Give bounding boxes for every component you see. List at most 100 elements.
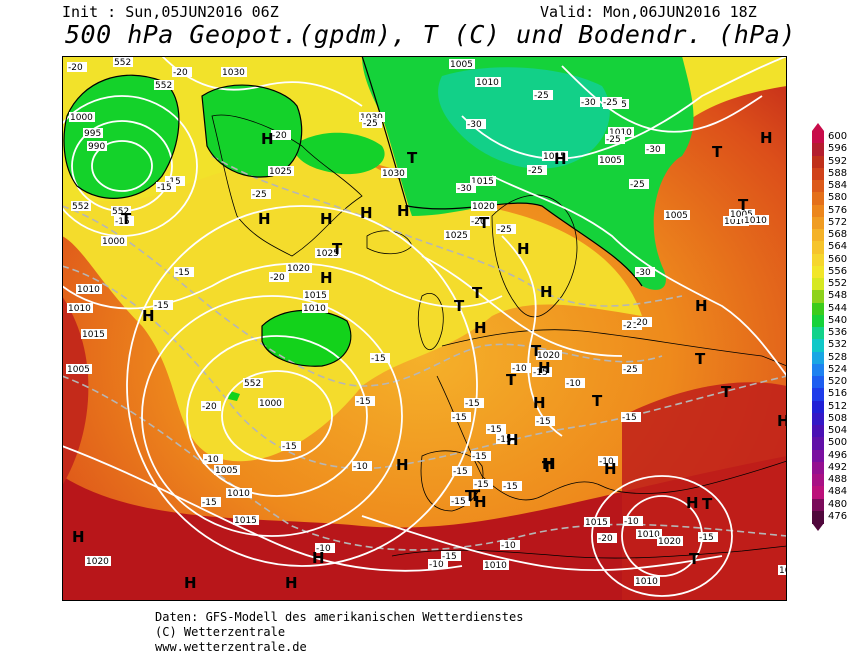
temperature-label: -10 <box>501 541 516 551</box>
temperature-label: -10 <box>566 379 581 389</box>
label-box <box>214 465 240 475</box>
temperature-label: -25 <box>528 166 543 176</box>
label-box <box>201 497 221 507</box>
colorbar-swatch <box>812 425 824 438</box>
pressure-system-marker: H <box>258 210 271 228</box>
pressure-system-marker: T <box>721 383 732 401</box>
colorbar-swatch <box>812 143 824 156</box>
colorbar-label: 532 <box>828 339 848 351</box>
cold-pool-north <box>292 132 385 175</box>
label-box <box>441 551 461 561</box>
label-box <box>85 556 111 566</box>
pressure-system-marker: H <box>474 493 487 511</box>
cold-core-arctic <box>438 67 610 169</box>
colorbar-swatch <box>812 474 824 487</box>
pressure-label: 1010 <box>637 530 660 540</box>
label-box <box>598 456 618 466</box>
colorbar-swatch <box>812 449 824 463</box>
pressure-label: 1000 <box>259 399 282 409</box>
pressure-label: 1010 <box>635 577 658 587</box>
pressure-label: 1010 <box>68 304 91 314</box>
pressure-label: 1020 <box>287 264 310 274</box>
pressure-label: 1010 <box>227 489 250 499</box>
label-box <box>451 412 471 422</box>
pressure-system-marker: T <box>738 196 749 214</box>
label-box <box>623 516 643 526</box>
pressure-system-marker: H <box>474 319 487 337</box>
label-box <box>452 466 472 476</box>
pressure-label: 552 <box>114 58 131 68</box>
label-box <box>281 441 301 451</box>
temperature-label: -15 <box>356 397 371 407</box>
pressure-label: 552 <box>155 81 172 91</box>
colorbar-swatch <box>812 278 824 291</box>
label-box <box>456 183 476 193</box>
colorbar-swatch <box>812 339 824 352</box>
pressure-system-marker: T <box>479 214 490 232</box>
label-box <box>565 378 585 388</box>
pressure-system-marker: H <box>142 307 155 325</box>
temperature-label: -15 <box>487 425 502 435</box>
label-box <box>536 350 562 360</box>
temperature-label: -20 <box>68 63 83 73</box>
label-box <box>67 62 87 72</box>
pressure-system-marker: H <box>542 455 555 473</box>
temperature-label: -15 <box>453 467 468 477</box>
pressure-system-marker: T <box>592 392 603 410</box>
southeast-warm-zone <box>622 382 787 601</box>
pressure-label: 1030 <box>382 169 405 179</box>
colorbar-label: 600 <box>828 131 848 143</box>
temperature-label: -20 <box>272 131 287 141</box>
footer-website[interactable]: www.wetterzentrale.de <box>155 640 307 654</box>
pressure-label: 1005 <box>215 466 238 476</box>
pressure-system-marker: H <box>397 202 410 220</box>
label-box <box>483 560 509 570</box>
colorbar-swatch <box>812 363 824 377</box>
colorbar-label: 580 <box>828 192 848 204</box>
temperature-label: -15 <box>154 301 169 311</box>
pressure-system-marker: H <box>312 549 325 567</box>
colorbar-label: 516 <box>828 388 848 400</box>
pressure-system-marker: H <box>540 283 553 301</box>
label-box <box>286 263 312 273</box>
colorbar-swatch <box>812 265 824 279</box>
label-box <box>156 182 176 192</box>
colorbar-swatch <box>812 412 824 426</box>
temperature-label: -25 <box>497 225 512 235</box>
pressure-label: 995 <box>84 129 101 139</box>
temperature-label: -15 <box>175 268 190 278</box>
pressure-system-marker: H <box>396 456 409 474</box>
temperature-label: -20 <box>202 402 217 412</box>
footer-data-source: Daten: GFS-Modell des amerikanischen Wet… <box>155 610 524 624</box>
pressure-label: 1000 <box>102 237 125 247</box>
temperature-label: -25 <box>252 190 267 200</box>
colorbar-label: 524 <box>828 363 848 375</box>
label-box <box>464 398 484 408</box>
pressure-label: 1010 <box>77 285 100 295</box>
colorbar-label: 480 <box>828 498 848 510</box>
pressure-label: 1020 <box>472 202 495 212</box>
label-box <box>153 300 173 310</box>
colorbar-swatch <box>812 155 824 169</box>
label-box <box>729 209 755 219</box>
label-box <box>302 303 328 313</box>
temperature-label: -15 <box>465 399 480 409</box>
temperature-labels: -20-20-15-15-15-25-20-25-30-25-30-25-30-… <box>67 62 718 570</box>
pressure-label: 1025 <box>269 167 292 177</box>
colorbar-label: 556 <box>828 265 848 277</box>
label-box <box>258 398 284 408</box>
colorbar-label: 492 <box>828 461 848 473</box>
pressure-system-marker: T <box>702 495 713 513</box>
label-box <box>444 230 470 240</box>
colorbar-swatch <box>812 290 824 303</box>
colorbar-swatch <box>812 253 824 267</box>
pressure-label: 552 <box>244 379 261 389</box>
label-box <box>470 176 496 186</box>
pressure-label: 1010 <box>609 128 632 138</box>
colorbar-label: 596 <box>828 143 848 155</box>
label-box <box>243 378 263 388</box>
colorbar-label: 536 <box>828 327 848 339</box>
pressure-labels: 5525521030100099599055210301025100510101… <box>66 57 787 587</box>
colorbar-label: 568 <box>828 229 848 241</box>
colorbar-swatch <box>812 180 824 193</box>
